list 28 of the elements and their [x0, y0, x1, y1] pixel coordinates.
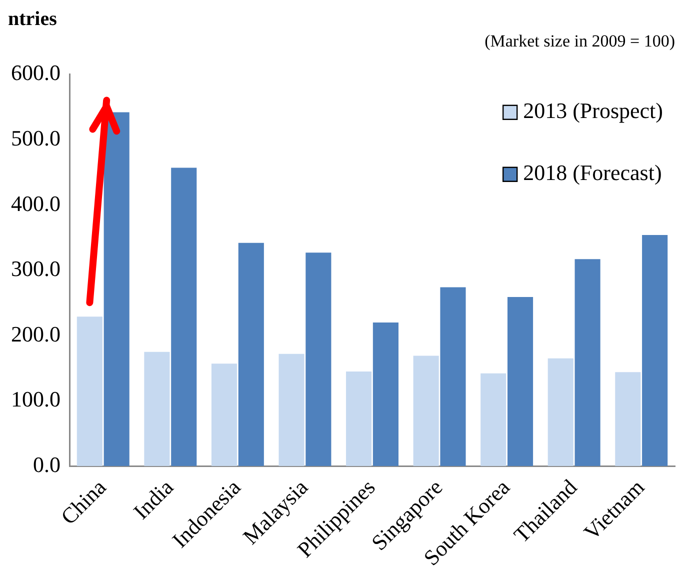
bar: [211, 364, 238, 466]
bar: [440, 287, 466, 466]
y-tick-label: 400.0: [11, 190, 60, 216]
chart-subtitle: (Market size in 2009 = 100): [484, 32, 675, 51]
bar: [306, 252, 332, 466]
bar: [507, 297, 534, 466]
bar: [372, 322, 398, 466]
bar: [346, 371, 372, 466]
y-tick-label: 100.0: [11, 386, 60, 412]
bar: [413, 356, 439, 466]
y-tick-label: 500.0: [11, 125, 60, 150]
y-tick-label: 600.0: [11, 60, 60, 86]
bar: [642, 235, 668, 466]
bar: [278, 354, 304, 466]
bar: [76, 316, 102, 466]
legend-label: 2018 (Forecast): [523, 160, 662, 186]
y-tick-label: 300.0: [11, 256, 60, 282]
bar: [480, 373, 506, 466]
bar: [548, 358, 574, 466]
y-tick-label: 200.0: [11, 321, 60, 346]
bar: [574, 259, 600, 466]
bar: [171, 168, 197, 466]
bar: [144, 352, 170, 466]
bar: [615, 372, 641, 466]
bar: [238, 242, 264, 466]
chart-title: ntries: [8, 8, 58, 30]
y-tick-label: 0.0: [33, 452, 60, 477]
legend-label: 2013 (Prospect): [523, 98, 664, 124]
